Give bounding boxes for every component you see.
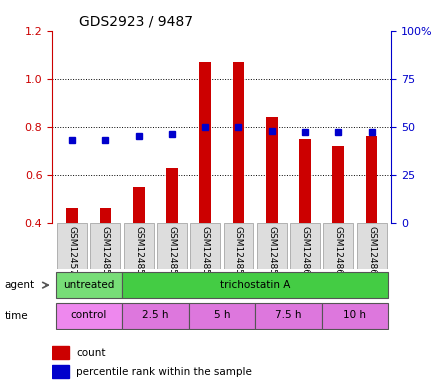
Text: GDS2923 / 9487: GDS2923 / 9487: [79, 14, 193, 28]
Text: control: control: [70, 310, 107, 320]
Text: GSM124852: GSM124852: [101, 227, 110, 281]
FancyBboxPatch shape: [188, 303, 254, 329]
Text: GSM124856: GSM124856: [167, 227, 176, 281]
Bar: [99, 208, 111, 319]
Bar: [166, 167, 178, 319]
Text: GSM124861: GSM124861: [333, 227, 342, 281]
FancyBboxPatch shape: [122, 303, 188, 329]
FancyBboxPatch shape: [322, 223, 352, 269]
FancyBboxPatch shape: [254, 303, 321, 329]
Text: GSM124862: GSM124862: [366, 227, 375, 281]
Text: GSM124858: GSM124858: [233, 227, 243, 281]
Bar: [66, 208, 78, 319]
Bar: [52, 365, 69, 378]
Text: percentile rank within the sample: percentile rank within the sample: [76, 367, 251, 377]
Text: 5 h: 5 h: [213, 310, 230, 320]
Text: count: count: [76, 348, 105, 358]
FancyBboxPatch shape: [56, 303, 122, 329]
FancyBboxPatch shape: [223, 223, 253, 269]
Text: GSM124859: GSM124859: [266, 227, 276, 281]
Text: GSM124857: GSM124857: [200, 227, 209, 281]
Bar: [299, 139, 310, 319]
Text: 2.5 h: 2.5 h: [142, 310, 168, 320]
Bar: [199, 62, 210, 319]
FancyBboxPatch shape: [90, 223, 120, 269]
FancyBboxPatch shape: [289, 223, 319, 269]
Bar: [265, 117, 277, 319]
Text: trichostatin A: trichostatin A: [220, 280, 289, 290]
FancyBboxPatch shape: [190, 223, 220, 269]
FancyBboxPatch shape: [57, 223, 87, 269]
FancyBboxPatch shape: [123, 223, 153, 269]
Bar: [132, 187, 144, 319]
Text: GSM124573: GSM124573: [68, 227, 76, 281]
Text: untreated: untreated: [63, 280, 114, 290]
Text: 7.5 h: 7.5 h: [274, 310, 301, 320]
Bar: [332, 146, 343, 319]
Text: time: time: [4, 311, 28, 321]
FancyBboxPatch shape: [56, 272, 122, 298]
Text: 10 h: 10 h: [342, 310, 365, 320]
Text: GSM124860: GSM124860: [300, 227, 309, 281]
FancyBboxPatch shape: [157, 223, 187, 269]
FancyBboxPatch shape: [356, 223, 386, 269]
Text: GSM124855: GSM124855: [134, 227, 143, 281]
FancyBboxPatch shape: [321, 303, 387, 329]
Bar: [52, 346, 69, 359]
Bar: [232, 62, 244, 319]
Text: agent: agent: [4, 280, 34, 290]
Bar: [365, 136, 377, 319]
FancyBboxPatch shape: [122, 272, 387, 298]
FancyBboxPatch shape: [256, 223, 286, 269]
